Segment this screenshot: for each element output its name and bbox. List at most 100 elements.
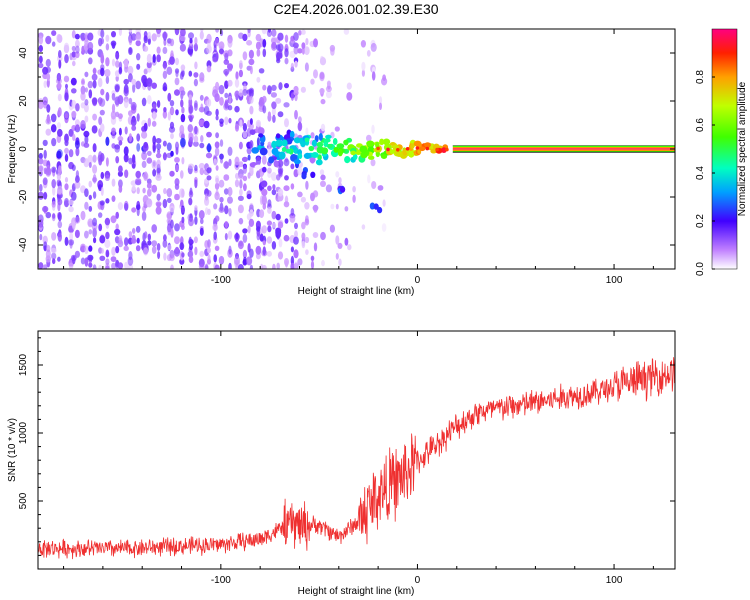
spectrogram-cell <box>115 211 119 219</box>
spectrogram-cell <box>319 57 327 66</box>
spectrogram-cell <box>169 254 175 262</box>
spectrogram-cell <box>80 257 86 265</box>
spectrogram-cell <box>151 120 157 127</box>
spectrogram-cell <box>143 68 148 75</box>
spectrogram-cell <box>83 142 90 148</box>
spectrogram-cell <box>162 62 168 69</box>
spectrogram-cell <box>228 245 232 255</box>
spectrogram-cell <box>124 126 128 135</box>
spectrogram-cell <box>118 29 122 36</box>
spectrogram-cell <box>131 234 136 244</box>
spectrogram-cell <box>325 85 332 92</box>
spectrogram-cell <box>100 248 105 254</box>
snr-series-line <box>38 357 675 560</box>
spectrogram-cell <box>50 247 57 254</box>
spectrogram-cell <box>205 152 213 159</box>
spectrogram-cell <box>143 122 148 132</box>
spectrogram-cell <box>271 172 277 181</box>
spectrogram-cell <box>319 71 325 80</box>
spectrogram-cell <box>131 207 137 213</box>
spectrogram-cell <box>267 207 272 214</box>
spectrogram-cell <box>370 42 377 52</box>
spectrogram-cell <box>163 234 167 242</box>
spectrogram-cell <box>181 157 185 165</box>
spectrogram-cell <box>84 230 89 239</box>
spectrogram-cell <box>170 150 174 157</box>
spectrogram-cell <box>91 73 98 81</box>
spectrogram-cell <box>74 250 80 258</box>
spectrogram-cell <box>45 66 51 73</box>
spectrogram-cell <box>290 262 295 269</box>
spectrogram-cell <box>141 151 148 161</box>
spectrogram-cell <box>267 85 272 95</box>
spectrogram-cell <box>338 258 342 266</box>
spectrogram-cell <box>219 139 224 147</box>
spectrogram-x-tick-label: 0 <box>415 275 421 286</box>
spectrogram-cell <box>111 262 116 269</box>
spectrogram-cell <box>284 195 289 205</box>
spectrogram-cell <box>45 167 52 176</box>
spectrogram-cell <box>135 178 142 184</box>
spectrogram-burst-cell <box>333 146 339 153</box>
spectrogram-cell <box>276 262 280 269</box>
spectrogram-cell <box>366 50 371 57</box>
spectrogram-burst-cell <box>257 127 265 135</box>
spectrogram-cell <box>114 70 120 77</box>
spectrogram-cell <box>71 51 77 58</box>
spectrogram-cell <box>215 177 219 184</box>
spectrogram-cell <box>166 142 172 151</box>
spectrogram-cell <box>320 98 326 105</box>
spectrogram-cell <box>204 263 209 269</box>
spectrogram-cell <box>246 256 253 266</box>
spectrogram-cell <box>88 205 93 212</box>
spectrogram-cell <box>147 188 152 197</box>
spectrogram-cell <box>239 179 243 189</box>
spectrogram-cell <box>156 243 161 251</box>
spectrogram-cell <box>206 167 212 174</box>
spectrogram-cell <box>228 207 232 217</box>
spectrogram-cell <box>206 65 212 73</box>
spectrogram-cell <box>117 95 124 105</box>
spectrogram-cell <box>87 41 94 51</box>
spectrogram-cell <box>174 178 180 186</box>
spectrogram-cell <box>92 227 97 238</box>
spectrogram-cell <box>151 240 158 247</box>
spectrogram-cell <box>74 140 80 149</box>
carrier-line-dot <box>386 147 390 152</box>
spectrogram-cell <box>283 185 290 192</box>
spectrogram-cell <box>284 83 289 89</box>
spectrogram-cell <box>262 48 267 58</box>
spectrogram-burst-cell <box>359 145 368 153</box>
spectrogram-burst-cell <box>293 137 301 144</box>
spectrogram-cell <box>56 122 62 129</box>
spectrogram-cell <box>325 90 332 99</box>
spectrogram-cell <box>156 46 161 54</box>
spectrogram-cell <box>298 116 302 123</box>
spectrogram-cell <box>361 224 366 230</box>
spectrogram-cell <box>110 215 117 224</box>
spectrogram-cell <box>301 240 306 249</box>
spectrogram-drift-cell <box>373 203 379 210</box>
spectrogram-cell <box>175 70 179 78</box>
spectrogram-cell <box>166 197 172 204</box>
spectrogram-cell <box>99 235 106 244</box>
spectrogram-cell <box>45 58 51 68</box>
spectrogram-x-label: Height of straight line (km) <box>298 286 415 297</box>
spectrogram-cell <box>114 228 121 236</box>
spectrogram-cell <box>115 75 119 82</box>
spectrogram-burst-cell <box>254 164 263 170</box>
spectrogram-cell <box>124 261 129 269</box>
spectrogram-cell <box>215 115 219 121</box>
spectrogram-cell <box>277 188 284 197</box>
spectrogram-cell <box>45 211 52 219</box>
spectrogram-cell <box>98 116 103 126</box>
spectrogram-cell <box>301 29 306 35</box>
spectrogram-cell <box>115 52 120 60</box>
spectrogram-cell <box>71 99 77 109</box>
spectrogram-cell <box>115 245 120 254</box>
spectrogram-cell <box>238 32 244 39</box>
spectrogram-cell <box>170 133 174 140</box>
spectrogram-cell <box>56 173 62 181</box>
spectrogram-cell <box>58 59 62 69</box>
spectrogram-cell <box>297 121 303 132</box>
